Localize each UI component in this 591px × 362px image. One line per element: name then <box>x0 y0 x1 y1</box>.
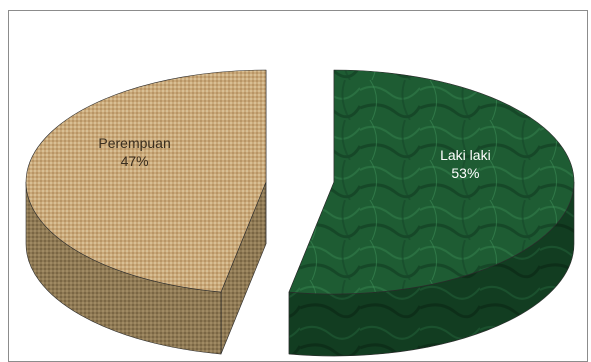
pie-slice-top <box>25 69 267 293</box>
pie-slice-perempuan <box>25 69 267 355</box>
slice-label: Laki laki <box>440 147 491 163</box>
slice-label: Perempuan <box>98 135 170 151</box>
pie-slice-laki-laki <box>288 69 575 357</box>
pie-slice-top <box>288 69 575 295</box>
slice-value-label: 53% <box>451 165 479 181</box>
slice-value-label: 47% <box>121 153 149 169</box>
